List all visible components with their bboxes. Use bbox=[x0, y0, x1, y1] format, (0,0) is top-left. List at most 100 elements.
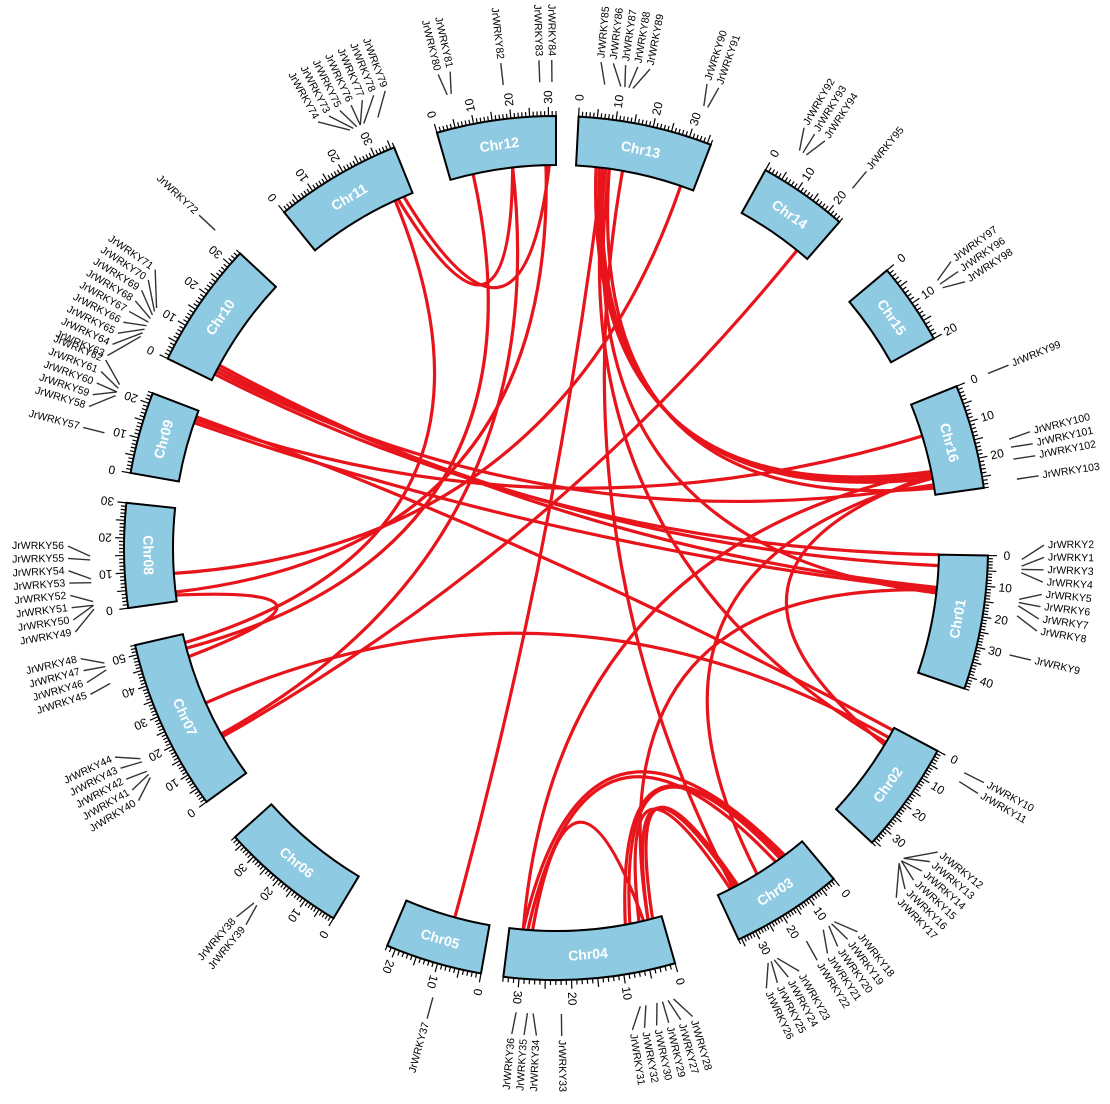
gene-leader-line bbox=[68, 557, 91, 561]
tick-label: 20 bbox=[98, 530, 112, 544]
tick-label: 20 bbox=[941, 320, 960, 339]
axis-tick bbox=[206, 284, 212, 289]
chromosome-block bbox=[834, 726, 939, 845]
axis-tick bbox=[439, 964, 443, 970]
axis-tick bbox=[830, 210, 835, 216]
axis-tick bbox=[121, 470, 131, 474]
axis-tick bbox=[901, 805, 907, 810]
axis-tick bbox=[645, 120, 648, 126]
axis-tick bbox=[882, 830, 887, 835]
gene-leader-line bbox=[1009, 654, 1032, 661]
chromosome-block bbox=[435, 114, 557, 182]
axis-tick bbox=[972, 430, 978, 434]
axis-tick bbox=[764, 162, 771, 171]
axis-tick bbox=[740, 937, 746, 947]
gene-leader-line bbox=[92, 391, 117, 396]
axis-tick bbox=[976, 646, 986, 650]
axis-tick bbox=[795, 906, 802, 916]
axis-tick bbox=[877, 835, 883, 840]
gene-marker: JrWRKY37 bbox=[407, 997, 434, 1074]
axis-tick bbox=[502, 114, 504, 120]
axis-tick bbox=[906, 293, 912, 298]
axis-tick bbox=[823, 886, 828, 892]
gene-leader-line bbox=[134, 300, 151, 319]
axis-tick bbox=[401, 952, 405, 958]
axis-tick bbox=[285, 887, 290, 892]
axis-tick bbox=[149, 707, 155, 710]
axis-tick bbox=[181, 771, 187, 776]
axis-tick bbox=[982, 479, 988, 482]
gene-leader-line bbox=[74, 608, 95, 633]
gene-marker: JrWRKY1 bbox=[1021, 552, 1094, 567]
axis-tick bbox=[386, 140, 392, 150]
axis-tick bbox=[602, 977, 605, 983]
axis-tick bbox=[619, 115, 622, 121]
gene-leader-line bbox=[128, 310, 149, 323]
tick-label: 10 bbox=[462, 97, 478, 113]
gene-leader-line bbox=[245, 904, 258, 926]
gene-label: JrWRKY33 bbox=[556, 1040, 569, 1092]
gene-label: JrWRKY3 bbox=[1047, 564, 1094, 578]
gene-leader-line bbox=[942, 281, 966, 289]
axis-tick bbox=[158, 728, 164, 732]
gene-leader-line bbox=[112, 332, 143, 345]
chromosome-block bbox=[385, 899, 491, 975]
axis-tick bbox=[696, 134, 699, 140]
gene-marker: JrWRKY95 bbox=[851, 124, 907, 189]
chromosome-block bbox=[133, 632, 248, 804]
synteny-link bbox=[193, 421, 937, 592]
gene-leader-line bbox=[707, 87, 720, 108]
axis-tick bbox=[187, 312, 192, 317]
axis-tick bbox=[257, 863, 262, 868]
tick-label: 0 bbox=[144, 342, 156, 358]
axis-tick bbox=[307, 183, 314, 192]
tick-label: 0 bbox=[1003, 549, 1010, 563]
axis-tick bbox=[283, 205, 288, 211]
axis-tick bbox=[929, 328, 935, 332]
axis-tick bbox=[706, 134, 712, 144]
axis-tick bbox=[968, 418, 978, 423]
axis-tick bbox=[678, 128, 681, 134]
gene-leader-line bbox=[632, 68, 651, 89]
axis-tick bbox=[254, 860, 259, 866]
axis-tick bbox=[322, 173, 329, 182]
axis-tick bbox=[752, 932, 756, 938]
axis-tick bbox=[669, 964, 672, 970]
axis-tick bbox=[173, 757, 179, 761]
axis-tick bbox=[633, 972, 636, 978]
axis-tick bbox=[132, 669, 142, 674]
axis-tick bbox=[216, 272, 221, 277]
axis-tick bbox=[145, 694, 151, 698]
gene-marker: JrWRKY103 bbox=[1016, 461, 1101, 481]
axis-tick bbox=[969, 670, 976, 674]
axis-tick bbox=[242, 848, 247, 854]
axis-tick bbox=[310, 905, 315, 911]
axis-tick bbox=[264, 869, 269, 875]
synteny-link bbox=[173, 185, 683, 575]
axis-tick bbox=[498, 114, 501, 120]
axis-tick bbox=[777, 173, 782, 179]
axis-tick bbox=[912, 790, 921, 797]
tick-label: 0 bbox=[767, 147, 783, 160]
axis-tick bbox=[230, 255, 236, 260]
axis-tick bbox=[130, 644, 136, 647]
gene-leader-line bbox=[631, 1006, 641, 1031]
axis-tick bbox=[757, 929, 762, 935]
axis-tick bbox=[315, 182, 320, 188]
gene-leader-line bbox=[1013, 455, 1036, 460]
gene-leader-line bbox=[903, 857, 930, 863]
axis-tick bbox=[140, 399, 150, 404]
gene-leader-line bbox=[117, 328, 145, 334]
tick-label: 10 bbox=[285, 906, 304, 925]
axis-tick bbox=[638, 971, 641, 977]
axis-tick bbox=[659, 123, 663, 129]
tick-label: 10 bbox=[292, 166, 311, 185]
axis-tick bbox=[981, 471, 987, 474]
gene-label: JrWRKY37 bbox=[407, 1021, 432, 1074]
axis-tick bbox=[163, 736, 169, 741]
axis-tick bbox=[173, 335, 179, 340]
